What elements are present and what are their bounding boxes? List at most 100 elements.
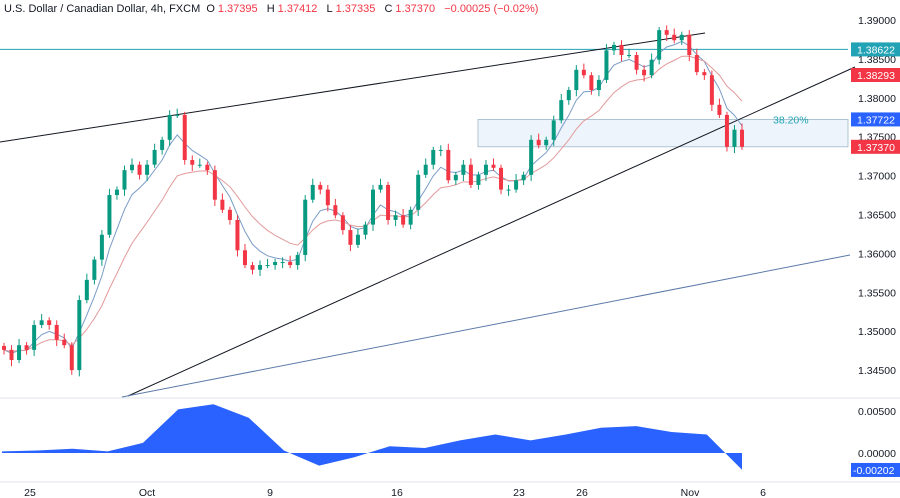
candle-body [145, 164, 150, 175]
price-axis-label: 1.35500 [858, 287, 896, 299]
candle-body [363, 224, 368, 235]
candle [529, 135, 534, 182]
candle-body [581, 69, 586, 76]
candle-body [167, 114, 172, 140]
candle [175, 108, 180, 119]
candle [702, 69, 707, 80]
candle [566, 86, 571, 105]
candle [318, 181, 323, 195]
candle [619, 40, 624, 62]
candle-body [740, 129, 744, 147]
price-axis-label: 1.36000 [858, 248, 896, 260]
candle-body [54, 324, 59, 340]
candle-body [468, 164, 473, 185]
candle [288, 255, 293, 269]
candle [521, 171, 526, 185]
candle [694, 48, 699, 76]
price-axis-label: 1.39000 [858, 15, 896, 27]
price-axis-label: 1.37000 [858, 171, 896, 183]
price-tag-bg [851, 139, 900, 154]
candle [62, 333, 67, 349]
candle-body [190, 160, 195, 165]
candle-body [649, 59, 654, 76]
candle [107, 188, 112, 238]
candle [589, 72, 594, 95]
price-axis-label: 1.34500 [858, 365, 896, 377]
price-axis-label: 1.38000 [858, 93, 896, 105]
candle-body [122, 170, 127, 190]
candle-body [717, 104, 722, 115]
candle [634, 51, 639, 75]
candle-body [476, 174, 481, 185]
candle [137, 161, 142, 180]
candle-body [348, 230, 353, 245]
change-value: −0.00025 (−0.02%) [444, 3, 539, 15]
candle-body [544, 139, 549, 146]
high-label: H [266, 3, 275, 15]
price-tag-bg [851, 112, 900, 127]
candle-body [491, 164, 496, 168]
candle-body [657, 30, 662, 60]
candle-body [318, 184, 323, 190]
candle-body [446, 149, 451, 181]
candle-body [672, 34, 677, 41]
time-axis-label: 26 [576, 487, 588, 498]
candle [145, 160, 150, 182]
candle-body [130, 164, 135, 171]
candle [340, 212, 345, 235]
candle [167, 110, 172, 147]
candle [401, 209, 406, 228]
candle-body [514, 180, 519, 190]
candle-body [551, 120, 556, 140]
candle [672, 28, 677, 44]
candle-body [566, 90, 571, 101]
price-tag-horizontal-line: 1.38622 [851, 42, 900, 57]
candle-body [619, 44, 624, 56]
candle [446, 143, 451, 184]
candle-body [664, 30, 669, 35]
candle [378, 178, 383, 193]
candle [242, 244, 247, 269]
candle [363, 221, 368, 240]
candle [627, 48, 632, 59]
candle [453, 171, 458, 185]
candle-body [227, 209, 232, 220]
candle [333, 198, 338, 219]
candle [295, 251, 300, 270]
candle-body [175, 114, 180, 116]
candle-body [732, 129, 737, 147]
candle-body [642, 69, 647, 76]
candle [611, 41, 616, 56]
candle-body [250, 265, 255, 270]
candle [197, 158, 202, 168]
candle-body [709, 75, 714, 105]
candle [258, 260, 263, 276]
candle [551, 115, 556, 147]
candle [393, 210, 398, 227]
candle [574, 65, 579, 97]
candle-body [408, 209, 413, 225]
candle-body [235, 219, 240, 251]
candle-body [627, 55, 632, 57]
candle-body [47, 320, 52, 325]
candle [649, 53, 654, 79]
candle [212, 165, 217, 206]
close-value: 1.37370 [395, 3, 436, 15]
close-label: C [384, 3, 393, 15]
candle [732, 125, 737, 154]
candle-body [265, 265, 270, 267]
candle [431, 146, 436, 170]
candle-body [69, 345, 74, 371]
candle-body [679, 34, 684, 41]
open-value: 1.37395 [217, 3, 258, 15]
channel-line [121, 254, 851, 398]
candles [2, 25, 744, 377]
candle-body [295, 254, 300, 266]
candle-body [401, 215, 406, 225]
candle [717, 98, 722, 119]
candle [499, 164, 504, 195]
candle [408, 206, 413, 230]
candle-body [687, 34, 692, 56]
candle [740, 123, 744, 150]
